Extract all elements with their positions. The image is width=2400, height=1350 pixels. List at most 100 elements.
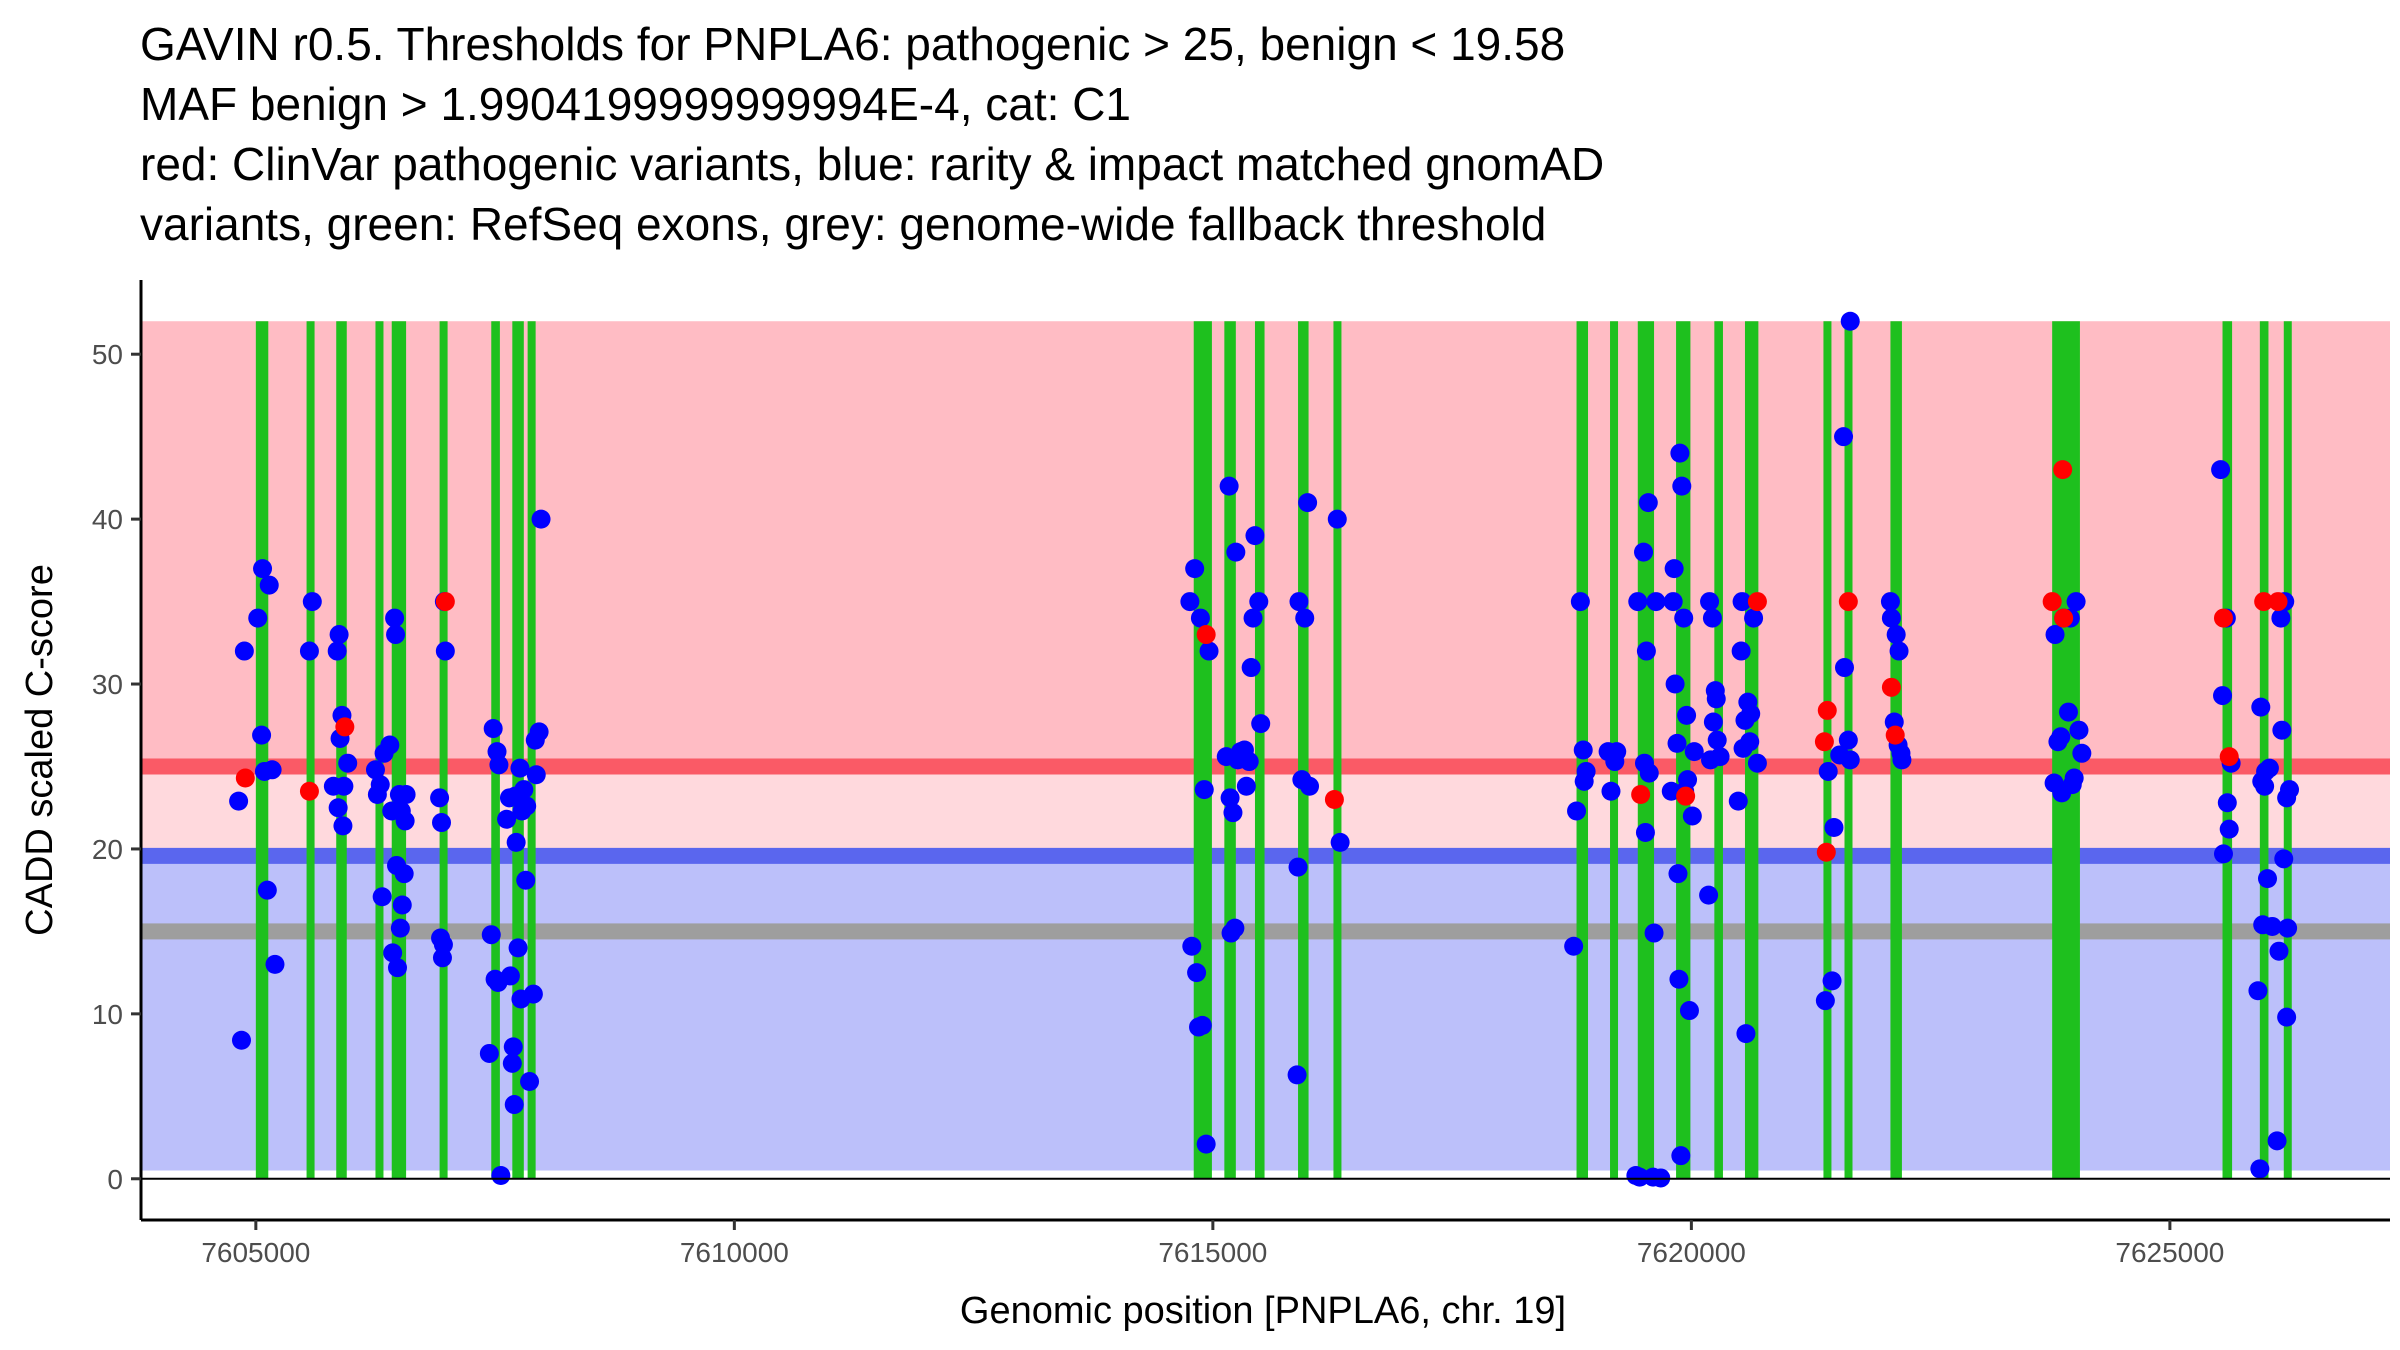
gnomad-point bbox=[248, 608, 268, 628]
x-tick-label: 7605000 bbox=[201, 1237, 310, 1268]
gnomad-point bbox=[1638, 493, 1658, 513]
gnomad-point bbox=[516, 870, 536, 890]
gnomad-point bbox=[383, 943, 403, 963]
exon-bar bbox=[512, 321, 524, 1179]
gnomad-point bbox=[1295, 608, 1315, 628]
gnomad-point bbox=[395, 811, 415, 831]
gnomad-point bbox=[1300, 776, 1320, 796]
gnomad-point bbox=[1185, 559, 1205, 579]
gnomad-point bbox=[1636, 641, 1656, 661]
gnomad-point bbox=[1287, 1065, 1307, 1085]
exon-bar bbox=[1637, 321, 1655, 1179]
clinvar-point bbox=[2254, 592, 2274, 612]
gnomad-point bbox=[1194, 780, 1214, 800]
gnomad-point bbox=[520, 1071, 540, 1091]
gnomad-point bbox=[1744, 608, 1764, 628]
gnomad-point bbox=[2248, 981, 2268, 1001]
gnomad-point bbox=[1665, 674, 1685, 694]
axes: 0 10 20 30 40 50 7605000 7610000 7615000 7620000 7… bbox=[92, 280, 2390, 1268]
gnomad-point bbox=[2045, 625, 2065, 645]
gnomad-point bbox=[1699, 885, 1719, 905]
gnomad-point bbox=[392, 895, 412, 915]
gnomad-point bbox=[2251, 697, 2271, 717]
y-tick-label: 50 bbox=[92, 339, 123, 370]
gnomad-point bbox=[504, 1095, 524, 1115]
gnomad-point bbox=[394, 864, 414, 884]
gnomad-point bbox=[257, 880, 277, 900]
gnomad-point bbox=[1728, 791, 1748, 811]
clinvar-point bbox=[1196, 625, 1216, 645]
clinvar-point bbox=[2213, 608, 2233, 628]
gnomad-point bbox=[479, 1043, 499, 1063]
gnomad-point bbox=[2064, 768, 2084, 788]
gnomad-point bbox=[2271, 608, 2291, 628]
gnomad-point bbox=[433, 935, 453, 955]
gnomad-point bbox=[1707, 730, 1727, 750]
gnomad-point bbox=[1889, 641, 1909, 661]
gnomad-point bbox=[1736, 1024, 1756, 1044]
gnomad-point bbox=[1880, 592, 1900, 612]
gnomad-point bbox=[2217, 793, 2237, 813]
gnomad-point bbox=[1682, 806, 1702, 826]
gnomad-point bbox=[1223, 803, 1243, 823]
clinvar-point bbox=[2053, 460, 2073, 480]
gnomad-point bbox=[1192, 1015, 1212, 1035]
gnomad-point bbox=[1892, 750, 1912, 770]
gnomad-point bbox=[1646, 592, 1666, 612]
gnomad-point bbox=[1239, 752, 1259, 772]
x-tick-label: 7620000 bbox=[1637, 1237, 1746, 1268]
chart-title-line-3: red: ClinVar pathogenic variants, blue: … bbox=[140, 138, 1605, 190]
gnomad-point bbox=[1573, 740, 1593, 760]
gnomad-point bbox=[2272, 720, 2292, 740]
clinvar-point bbox=[435, 592, 455, 612]
gnomad-point bbox=[1607, 742, 1627, 762]
gnomad-point bbox=[1731, 641, 1751, 661]
gnomad-point bbox=[2258, 869, 2278, 889]
gnomad-point bbox=[262, 760, 282, 780]
gnomad-point bbox=[1679, 1001, 1699, 1021]
gnomad-point bbox=[1671, 1146, 1691, 1166]
gnomad-point bbox=[1567, 801, 1587, 821]
gnomad-point bbox=[1219, 476, 1239, 496]
gnomad-point bbox=[1669, 969, 1689, 989]
clinvar-point bbox=[335, 717, 355, 737]
gnomad-point bbox=[529, 722, 549, 742]
gnomad-point bbox=[523, 984, 543, 1004]
chart-title-line-2: MAF benign > 1.9904199999999994E-4, cat:… bbox=[140, 78, 1131, 130]
gnomad-point bbox=[234, 641, 254, 661]
gnomad-point bbox=[1881, 608, 1901, 628]
y-tick-label: 30 bbox=[92, 669, 123, 700]
gnomad-point bbox=[514, 780, 534, 800]
gnomad-point bbox=[1818, 761, 1838, 781]
gnomad-point bbox=[333, 816, 353, 836]
chart-title-line-1: GAVIN r0.5. Thresholds for PNPLA6: patho… bbox=[140, 18, 1566, 70]
gnomad-point bbox=[1330, 832, 1350, 852]
gnomad-point bbox=[526, 765, 546, 785]
clinvar-point bbox=[235, 768, 255, 788]
gnomad-point bbox=[1834, 427, 1854, 447]
clinvar-point bbox=[1816, 842, 1836, 862]
gnomad-point bbox=[1838, 730, 1858, 750]
gnomad-point bbox=[510, 758, 530, 778]
gnomad-point bbox=[259, 575, 279, 595]
gnomad-point bbox=[1220, 788, 1240, 808]
gnomad-point bbox=[380, 735, 400, 755]
exon-bar bbox=[2283, 321, 2292, 1179]
gnomad-point bbox=[329, 625, 349, 645]
gnomad-point bbox=[1180, 592, 1200, 612]
gnomad-point bbox=[2051, 727, 2071, 747]
y-axis-title: CADD scaled C-score bbox=[19, 564, 61, 936]
x-tick-label: 7625000 bbox=[2115, 1237, 2224, 1268]
gnomad-point bbox=[1601, 781, 1621, 801]
clinvar-point bbox=[1814, 732, 1834, 752]
gnomad-point bbox=[1672, 476, 1692, 496]
gnomad-point bbox=[365, 760, 385, 780]
gnomad-point bbox=[483, 719, 503, 739]
gnomad-point bbox=[503, 1037, 523, 1057]
exon-bar bbox=[439, 321, 448, 1179]
gnomad-point bbox=[265, 954, 285, 974]
gnomad-point bbox=[1700, 592, 1720, 612]
gnomad-point bbox=[2269, 941, 2289, 961]
gnomad-point bbox=[2277, 1007, 2297, 1027]
